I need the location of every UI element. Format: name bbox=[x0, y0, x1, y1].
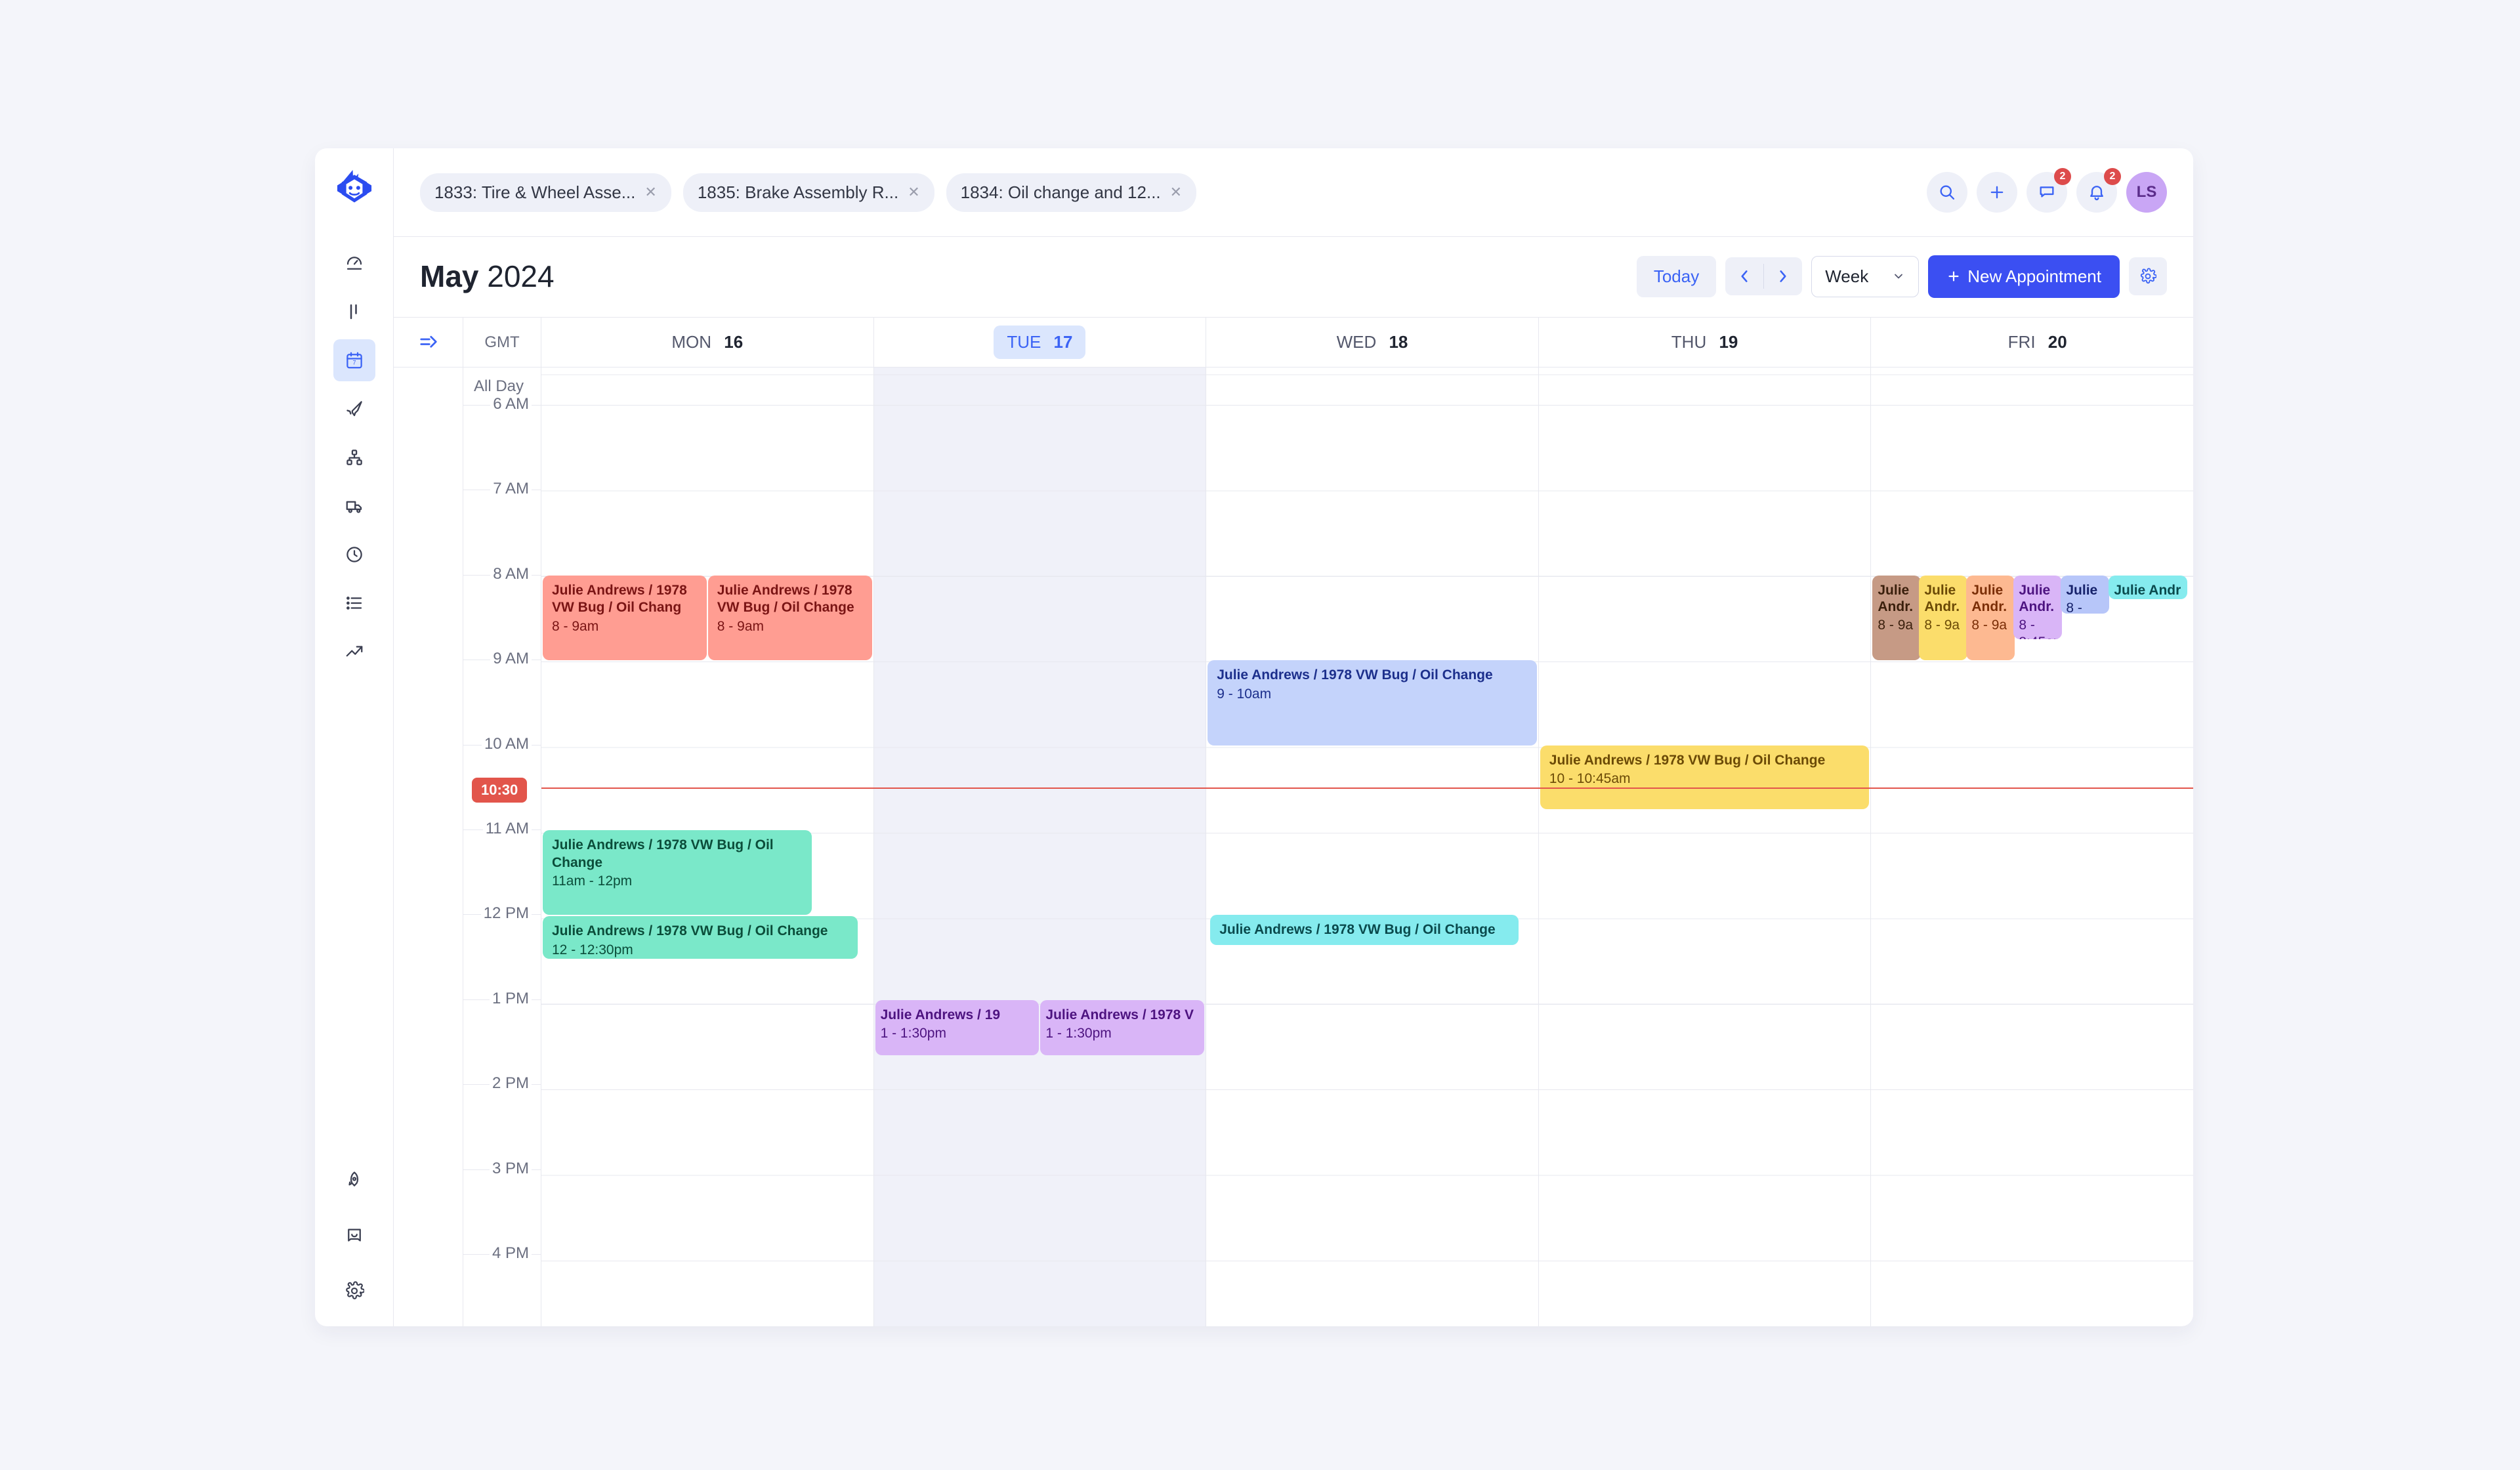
svg-text:7: 7 bbox=[352, 360, 356, 366]
